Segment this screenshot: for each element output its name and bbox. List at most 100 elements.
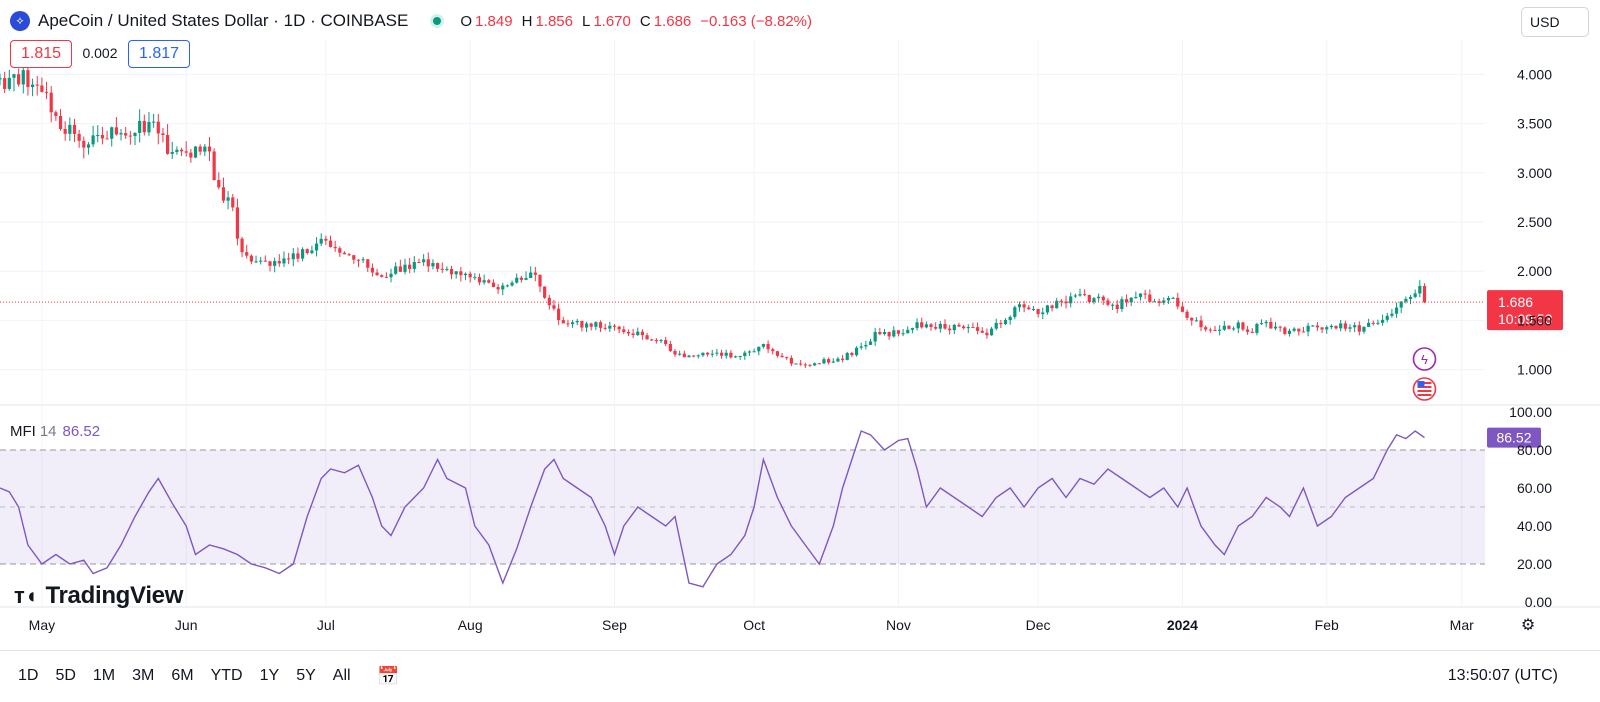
candle <box>1213 325 1217 332</box>
candle-body <box>1232 328 1236 330</box>
candle <box>1320 327 1324 334</box>
candle-body <box>282 258 286 264</box>
range-ytd-button[interactable]: YTD <box>210 667 243 684</box>
candle-body <box>1371 322 1375 324</box>
candle <box>1097 293 1101 302</box>
candle-body <box>249 255 253 262</box>
candle <box>775 350 780 358</box>
candle-body <box>459 271 463 276</box>
buy-button[interactable]: 1.817 <box>128 40 190 68</box>
candle-body <box>217 180 221 188</box>
candle-body <box>934 327 938 329</box>
candle <box>836 357 840 363</box>
range-1m-button[interactable]: 1M <box>92 667 116 684</box>
candle <box>938 321 942 333</box>
candle-body <box>328 240 333 247</box>
candle <box>1008 315 1012 325</box>
calendar-goto-icon[interactable]: 📅 <box>377 666 400 686</box>
candle-body <box>589 323 593 327</box>
candle-body <box>761 344 766 347</box>
symbol-title[interactable]: ApeCoin / United States Dollar · 1D · CO… <box>38 11 409 30</box>
candle-body <box>91 135 95 145</box>
time-axis[interactable]: May Jun Jul Aug Sep Oct Nov Dec 2024 Feb Mar ⚙ <box>29 617 1536 634</box>
candle-body <box>948 328 952 331</box>
price-axis[interactable]: 4.000 3.500 3.000 2.500 2.000 1.500 1.000 100.0… <box>1509 66 1552 610</box>
candle <box>533 266 537 282</box>
candle-body <box>1055 300 1059 309</box>
candle <box>375 268 379 277</box>
candle-body <box>142 120 146 133</box>
candle-body <box>26 70 30 88</box>
candle-body <box>7 77 11 89</box>
candle <box>785 356 789 360</box>
candle <box>1283 326 1287 336</box>
candle <box>1413 289 1417 299</box>
candle-body <box>678 353 682 355</box>
candle <box>794 363 798 365</box>
candle-body <box>119 133 123 135</box>
range-1d-button[interactable]: 1D <box>18 667 39 684</box>
candle <box>468 271 472 283</box>
range-5d-button[interactable]: 5D <box>55 667 76 684</box>
candle-body <box>231 197 235 208</box>
range-6m-button[interactable]: 6M <box>171 667 194 684</box>
candle <box>282 251 286 268</box>
candle-body <box>1380 319 1385 323</box>
currency-select[interactable]: USD <box>1521 7 1589 37</box>
event-lightning-icon[interactable] <box>1412 347 1437 371</box>
candle-body <box>1050 305 1054 309</box>
candle <box>435 262 440 272</box>
candle-body <box>1208 329 1212 331</box>
candle <box>473 273 477 281</box>
candle-body <box>212 151 216 181</box>
candle <box>1348 324 1352 333</box>
chart-grid <box>0 40 1600 608</box>
candle <box>366 259 370 273</box>
candle-body <box>1241 322 1245 330</box>
chart-settings-icon[interactable]: ⚙ <box>1521 617 1535 634</box>
candle <box>1194 317 1198 322</box>
candle <box>426 252 430 272</box>
candle <box>463 272 468 281</box>
candle-body <box>1213 329 1217 331</box>
range-all-button[interactable]: All <box>332 667 351 684</box>
candle-body <box>1255 323 1259 333</box>
candle <box>1329 324 1333 330</box>
mfi-last-value-label: 86.52 <box>1496 430 1531 446</box>
candle <box>1306 322 1310 337</box>
candle-body <box>966 327 970 329</box>
candle <box>678 350 682 356</box>
range-1y-button[interactable]: 1Y <box>259 667 280 684</box>
mfi-legend[interactable]: MFI 14 86.52 <box>10 423 100 440</box>
candle <box>1394 302 1399 318</box>
candle <box>724 349 728 359</box>
utc-clock[interactable]: 13:50:07 (UTC) <box>1447 667 1558 684</box>
range-3m-button[interactable]: 3M <box>132 667 155 684</box>
candle <box>380 274 384 278</box>
time-tick-label: May <box>29 617 55 633</box>
market-status-icon[interactable] <box>430 14 445 28</box>
candle-body <box>1120 299 1124 310</box>
candle <box>477 273 482 286</box>
candle-body <box>1357 325 1361 332</box>
candle <box>729 350 733 359</box>
mfi-pane: 86.52 <box>0 427 1541 588</box>
candle <box>1045 304 1050 315</box>
range-5y-button[interactable]: 5Y <box>296 667 316 684</box>
candle <box>1185 309 1189 321</box>
candle-body <box>501 285 505 290</box>
tradingview-logo[interactable]: ᴛ◖ TradingView <box>14 582 183 610</box>
candle-body <box>622 329 626 333</box>
candle-body <box>342 252 347 255</box>
candle <box>319 233 323 247</box>
candle-body <box>1097 296 1101 299</box>
candle-body <box>431 263 435 267</box>
candle <box>44 81 49 100</box>
candle <box>980 327 984 333</box>
candle <box>1157 298 1161 307</box>
candle-body <box>1353 325 1357 328</box>
candle <box>761 343 766 349</box>
candle <box>664 336 668 347</box>
sell-button[interactable]: 1.815 <box>10 40 72 68</box>
